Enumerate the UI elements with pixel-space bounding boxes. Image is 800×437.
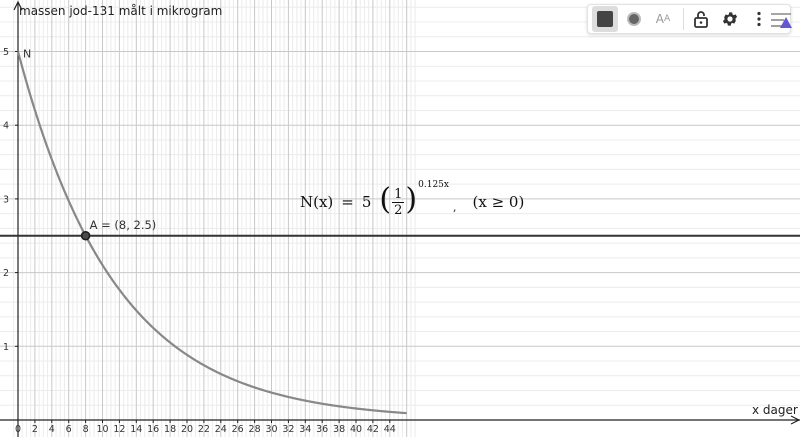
point-label: A = (8, 2.5) [90,218,157,232]
tick-labels: 0 2 4 6 8 10 12 14 16 18 20 22 24 26 28 30 32 34 36 38 40 42 4… [3,47,396,435]
settings-button[interactable] [717,6,743,32]
formula-equals: = [341,193,354,211]
color-style-button[interactable] [592,6,618,32]
x-tick-label: 26 [232,424,244,435]
x-tick-label: 36 [316,424,328,435]
text-size-small-icon: A [664,14,671,24]
formula-exponent: 0.125x [418,180,449,190]
x-tick-label: 14 [130,424,142,435]
x-tick-label: 32 [282,424,294,435]
x-tick-label: 8 [83,424,89,435]
right-paren: ) [405,182,418,217]
points: A = (8, 2.5) [80,218,157,241]
lock-icon [694,11,708,28]
more-vertical-icon [757,11,761,27]
left-paren: ( [379,182,392,217]
formula-comma: , [452,201,457,214]
point-style-icon [627,12,641,26]
x-tick-label: 42 [367,424,379,435]
series: N [0,48,800,415]
function-curve [16,51,407,415]
x-tick-label: 0 [15,424,21,435]
x-tick-label: 24 [215,424,227,435]
x-axis-label: x dager [752,403,798,417]
y-tick-label: 1 [3,342,9,353]
fraction-denominator: 2 [394,202,403,218]
x-tick-label: 22 [198,424,210,435]
y-axis-arrow [13,0,23,11]
x-tick-label: 12 [113,424,125,435]
style-bar-toggle-icon[interactable] [770,10,792,30]
x-tick-label: 10 [96,424,108,435]
x-tick-label: 28 [249,424,261,435]
formula-condition: (x ≥ 0) [472,193,525,211]
x-axis-arrow [790,415,800,425]
color-square-icon [597,11,613,27]
x-tick-label: 30 [265,424,277,435]
x-tick-label: 38 [333,424,345,435]
y-axis-label: massen jod-131 målt i mikrogram [19,4,222,18]
x-tick-label: 20 [181,424,193,435]
y-tick-label: 5 [3,47,9,58]
function-name-label: N [23,48,31,61]
x-tick-label: 18 [164,424,176,435]
x-tick-label: 40 [350,424,362,435]
y-tick-label: 3 [3,194,9,205]
x-tick-label: 4 [49,424,55,435]
function-formula: N(x) = 5 ( 1 2 ) 0.125x , (x ≥ 0) [300,180,525,222]
y-tick-label: 4 [3,121,9,132]
y-tick-label: 2 [3,268,9,279]
x-tick-label: 16 [147,424,159,435]
x-tick-label: 34 [299,424,311,435]
more-button[interactable] [746,6,772,32]
text-size-large-icon: A [655,12,665,26]
formula-fraction: 1 2 [392,186,405,218]
formula-lhs: N(x) [300,193,334,211]
point-marker [80,231,91,241]
formula-coefficient: 5 [361,193,372,211]
gear-icon [722,12,738,26]
x-tick-label: 2 [32,424,38,435]
fraction-numerator: 1 [392,186,405,203]
x-tick-label: 44 [384,424,396,435]
point-style-button[interactable] [621,6,647,32]
toolbar-divider [683,8,684,30]
x-tick-label: 6 [66,424,72,435]
lock-button[interactable] [688,6,714,32]
